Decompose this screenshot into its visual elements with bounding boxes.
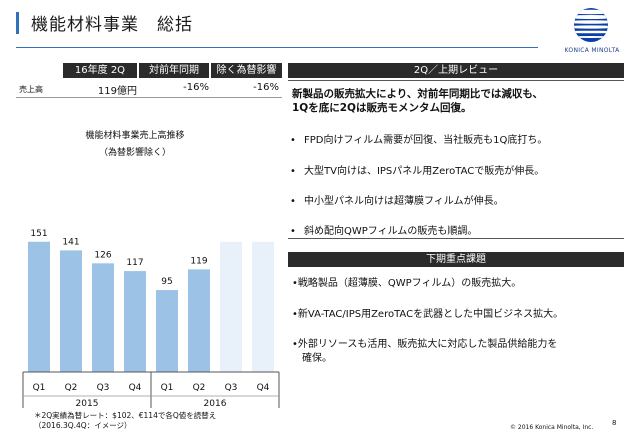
table-cell: -16% [253, 82, 279, 93]
table-cell: 119億円 [97, 86, 137, 97]
konica-minolta-logo-icon [574, 8, 608, 42]
page-title: 機能材料事業 総括 [31, 15, 193, 35]
review-bottom-divider [288, 238, 624, 239]
table-header-cell: 対前年同期 [139, 63, 209, 78]
bullet-dot-icon: • [290, 196, 296, 207]
x-tick-label: Q2 [193, 383, 206, 393]
review-bullet-text: 大型TV向けは、IPSパネル用ZeroTACで販売が伸長。 [304, 166, 545, 177]
footnote-line: （2016.3Q.4Q：イメージ） [34, 421, 132, 430]
x-tick-label: Q1 [161, 383, 174, 393]
x-tick-label: Q2 [65, 383, 78, 393]
bullet-dot-icon: • [290, 226, 296, 237]
priority-item: •新VA-TAC/IPS用ZeroTACを武器とした中国ビジネス拡大。 [292, 309, 564, 320]
review-bullet-text: FPD向けフィルム需要が回復、当社販売も1Q底打ち。 [304, 135, 548, 146]
table-divider [16, 97, 282, 98]
review-bullet: • 斜め配向QWPフィルムの販売も順調。 [290, 222, 477, 237]
review-bullet-text: 斜め配向QWPフィルムの販売も順調。 [304, 226, 478, 237]
x-group-label: 2016 [204, 399, 227, 409]
data-label: 141 [62, 237, 79, 247]
table-row-label: 売上高 [19, 85, 43, 94]
review-bullet: • FPD向けフィルム需要が回復、当社販売も1Q底打ち。 [290, 131, 547, 146]
review-bullet: • 中小型パネル向けは超薄膜フィルムが伸長。 [290, 192, 504, 207]
footnote: ＊2Q実績為替レート：$102、€114で各Q値を読替え （2016.3Q.4Q… [34, 411, 216, 431]
bar [60, 250, 82, 372]
title-divider [16, 47, 538, 48]
bar [92, 263, 114, 372]
x-tick-label: Q3 [225, 383, 238, 393]
table-cell: -16% [183, 82, 209, 93]
bullet-dot-icon: • [290, 135, 296, 146]
review-heading: 2Q／上期レビュー [288, 63, 624, 78]
brand-wordmark: KONICA MINOLTA [564, 47, 620, 54]
data-label: 119 [190, 256, 207, 266]
review-divider [288, 80, 624, 81]
bullet-dot-icon: • [290, 166, 296, 177]
data-label: 126 [94, 250, 111, 260]
chart-title-block: 機能材料事業売上高推移 （為替影響除く） [60, 128, 210, 162]
bar [28, 241, 50, 372]
x-tick-label: Q3 [97, 383, 110, 393]
x-tick-label: Q1 [33, 383, 46, 393]
review-bullet-text: 中小型パネル向けは超薄膜フィルムが伸長。 [304, 196, 504, 207]
priority-item: •外部リソースも活用、販売拡大に対応した製品供給能力を [292, 339, 558, 350]
bar [252, 241, 274, 372]
x-group-label: 2015 [76, 399, 99, 409]
table-header-cell: 除く為替影響 [211, 63, 282, 78]
data-label: 95 [161, 277, 172, 287]
bar [220, 241, 242, 372]
priorities-heading: 下期重点課題 [288, 252, 624, 267]
bar-chart: 151 Q1 141 Q2 126 Q3 117 Q4 95 Q1 119 Q2 Q3 Q4 2015 201… [22, 229, 280, 409]
chart-title: 機能材料事業売上高推移 [85, 131, 185, 141]
copyright: © 2016 Konica Minolta, Inc. [510, 424, 594, 431]
table-header-cell: 16年度 2Q [63, 63, 137, 78]
footnote-line: ＊2Q実績為替レート：$102、€114で各Q値を読替え [34, 411, 217, 420]
review-lead-line: 新製品の販売拡大により、対前年同期比では減収も、 [292, 88, 544, 100]
x-tick-label: Q4 [129, 383, 142, 393]
review-bullet: • 大型TV向けは、IPSパネル用ZeroTACで販売が伸長。 [290, 162, 544, 177]
x-tick-label: Q4 [257, 383, 270, 393]
title-accent-bar [16, 12, 19, 34]
page-number: 8 [612, 419, 617, 427]
chart-subtitle: （為替影響除く） [98, 148, 171, 158]
priority-item: 確保。 [292, 353, 332, 364]
bar [156, 290, 178, 372]
data-label: 151 [30, 229, 47, 239]
review-lead-line: 1Qを底に2Qは販売モメンタム回復。 [292, 102, 472, 114]
data-label: 117 [126, 258, 143, 268]
review-lead: 新製品の販売拡大により、対前年同期比では減収も、 1Qを底に2Qは販売モメンタム… [292, 87, 543, 115]
bar [188, 269, 210, 372]
priority-item: •戦略製品（超薄膜、QWPフィルム）の販売拡大。 [292, 278, 522, 289]
bar [124, 271, 146, 372]
